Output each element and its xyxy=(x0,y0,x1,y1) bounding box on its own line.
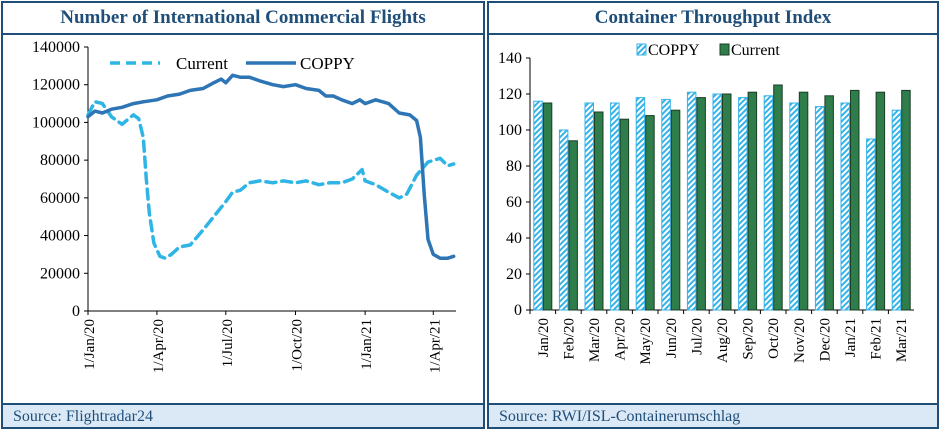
container-bar-coppy xyxy=(789,102,799,311)
flights-x-tick-label: 1/Oct/20 xyxy=(289,319,305,372)
container-bar-current xyxy=(542,102,553,311)
flights-y-tick-label: 40000 xyxy=(40,228,80,245)
container-bar-current xyxy=(619,118,630,311)
container-bar-current xyxy=(798,91,809,311)
container-y-tick-label: 40 xyxy=(506,230,522,247)
container-source: Source: RWI/ISL-Containerumschlag xyxy=(489,403,937,427)
flights-y-tick-label: 60000 xyxy=(40,190,80,207)
container-bar-coppy xyxy=(866,138,876,311)
container-bar-current xyxy=(594,111,604,311)
container-x-tick-label: Jan/21 xyxy=(843,318,859,357)
container-bar-current xyxy=(696,97,706,311)
flights-legend-label-coppy: COPPY xyxy=(300,54,355,73)
container-bar-coppy xyxy=(738,97,748,311)
container-x-tick-label: Mar/20 xyxy=(587,318,603,362)
container-x-tick-label: Apr/20 xyxy=(613,318,629,361)
container-chart-title: Container Throughput Index xyxy=(489,3,937,35)
container-y-tick-label: 60 xyxy=(506,194,522,211)
flights-y-tick-label: 20000 xyxy=(40,265,80,282)
container-x-tick-label: Nov/20 xyxy=(792,318,808,363)
container-bar-current xyxy=(901,89,911,311)
flights-y-tick-label: 140000 xyxy=(32,39,80,56)
container-bar-coppy xyxy=(610,102,620,311)
flights-x-tick-label: 1/Apr/20 xyxy=(151,319,167,373)
flights-y-tick-label: 100000 xyxy=(32,114,80,131)
container-y-tick-label: 100 xyxy=(498,122,522,139)
container-bar-coppy xyxy=(763,95,774,311)
container-x-tick-label: Aug/20 xyxy=(715,318,731,363)
container-bar-coppy xyxy=(635,97,646,311)
container-x-tick-label: Jun/20 xyxy=(664,318,680,358)
flights-x-tick-label: 1/Apr/21 xyxy=(427,319,443,373)
container-bar-coppy xyxy=(891,109,902,311)
container-x-tick-label: Feb/21 xyxy=(869,318,885,360)
container-y-tick-label: 140 xyxy=(498,50,522,67)
container-x-tick-label: Jan/20 xyxy=(536,318,552,357)
flights-series-coppy xyxy=(86,73,456,260)
flights-series-current xyxy=(86,99,456,260)
container-bar-current xyxy=(670,109,681,311)
flights-panel: Number of International Commercial Fligh… xyxy=(1,1,485,429)
container-bar-current xyxy=(568,140,578,311)
flights-y-tick-label: 0 xyxy=(72,303,80,320)
container-y-tick-label: 120 xyxy=(498,86,522,103)
flights-x-tick-label: 1/Jul/20 xyxy=(220,319,236,367)
flights-y-tick-label: 80000 xyxy=(40,152,80,169)
container-y-tick-label: 20 xyxy=(506,266,522,283)
container-x-tick-label: Feb/20 xyxy=(561,318,577,360)
container-bar-coppy xyxy=(814,106,825,311)
container-bar-coppy xyxy=(840,102,850,311)
container-bar-current xyxy=(747,91,758,311)
container-y-tick-label: 0 xyxy=(514,302,522,319)
flights-chart-title: Number of International Commercial Fligh… xyxy=(3,3,483,35)
container-bar-coppy xyxy=(712,93,722,311)
container-y-tick-label: 80 xyxy=(506,158,522,175)
container-bar-coppy xyxy=(686,91,697,311)
container-legend-swatch-coppy xyxy=(636,43,647,56)
container-bar-coppy xyxy=(661,98,671,311)
container-bar-current xyxy=(645,115,655,311)
container-legend-label-current: Current xyxy=(731,42,780,59)
container-bar-coppy xyxy=(558,129,569,311)
container-x-tick-label: Oct/20 xyxy=(766,318,782,359)
container-bar-coppy xyxy=(533,100,543,311)
flights-y-tick-label: 120000 xyxy=(32,77,80,94)
container-legend-swatch-current xyxy=(719,43,730,56)
flights-x-tick-label: 1/Jan/20 xyxy=(82,319,98,370)
container-bar-current xyxy=(850,89,860,311)
container-bar-current xyxy=(722,93,732,311)
container-bar-current xyxy=(824,95,834,311)
container-x-tick-label: Mar/21 xyxy=(894,318,910,362)
container-bar-current xyxy=(773,84,783,311)
container-bar-coppy xyxy=(584,102,594,311)
flights-x-tick-label: 1/Jan/21 xyxy=(359,319,375,370)
container-legend-label-coppy: COPPY xyxy=(648,42,700,59)
container-x-tick-label: Dec/20 xyxy=(817,318,833,361)
flights-legend-label-current: Current xyxy=(176,54,228,73)
container-bar-current xyxy=(875,91,886,311)
flights-source: Source: Flightradar24 xyxy=(3,403,483,427)
container-x-tick-label: May/20 xyxy=(638,318,654,365)
container-x-tick-label: Jul/20 xyxy=(689,318,705,355)
container-x-tick-label: Sep/20 xyxy=(741,318,757,360)
